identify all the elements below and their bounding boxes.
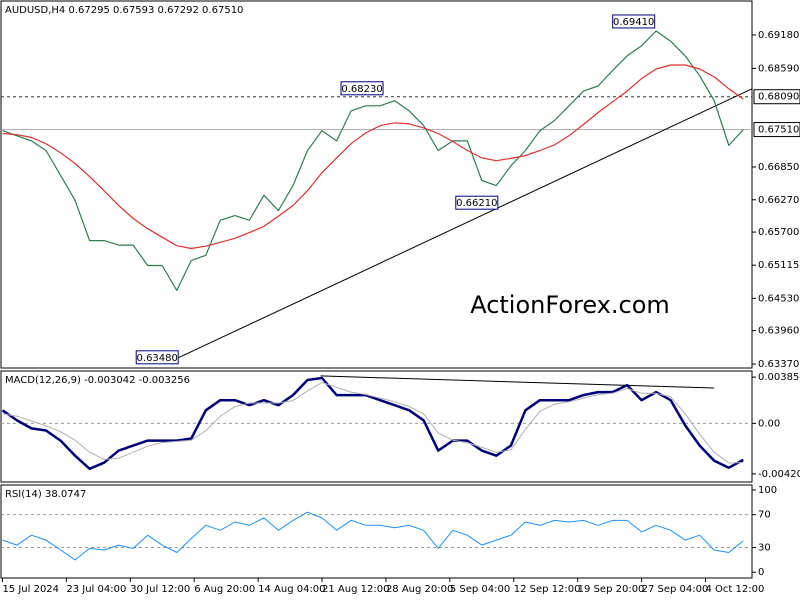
watermark: ActionForex.com bbox=[470, 291, 670, 319]
title-bg bbox=[2, 487, 95, 500]
panel-title: RSI(14) 38.0747 bbox=[5, 489, 86, 500]
y-tick-label: 0.003852 bbox=[758, 372, 800, 383]
y-tick-label: 70 bbox=[758, 510, 771, 521]
y-tick-label: 0 bbox=[758, 567, 764, 578]
y-tick-label: 0.63960 bbox=[758, 326, 799, 337]
y-tick-label: 0.68590 bbox=[758, 63, 799, 74]
y-tick-label: 0.65700 bbox=[758, 227, 799, 238]
panel-frame bbox=[0, 370, 753, 483]
x-tick-label: 14 Aug 04:00 bbox=[258, 584, 325, 595]
x-tick-label: 5 Sep 04:00 bbox=[450, 584, 510, 595]
x-tick-label: 23 Jul 04:00 bbox=[66, 584, 126, 595]
series-line bbox=[2, 64, 744, 250]
annotation-label: 0.63480 bbox=[137, 353, 178, 364]
y-tick-label: 30 bbox=[758, 543, 771, 554]
x-tick-label: 19 Sep 20:00 bbox=[578, 584, 645, 595]
y-tick-label: 0.65115 bbox=[758, 260, 799, 271]
trend-line bbox=[178, 88, 753, 359]
annotation-label: 0.69410 bbox=[613, 17, 654, 28]
x-tick-label: 28 Aug 20:00 bbox=[386, 584, 453, 595]
panel-frame bbox=[0, 484, 753, 579]
x-tick-label: 12 Sep 12:00 bbox=[514, 584, 581, 595]
series-line bbox=[2, 30, 744, 291]
y-tick-label: 0.00 bbox=[758, 418, 780, 429]
panel-title: AUDUSD,H4 0.67295 0.67593 0.67292 0.6751… bbox=[5, 5, 243, 16]
x-tick-label: 27 Sep 04:00 bbox=[642, 584, 709, 595]
price-label-box bbox=[753, 89, 800, 105]
annotation-box bbox=[340, 81, 384, 96]
series-line bbox=[2, 511, 744, 561]
x-tick-label: 15 Jul 2024 bbox=[2, 584, 59, 595]
panel-frame bbox=[0, 0, 753, 369]
y-tick-label: 100 bbox=[758, 485, 777, 496]
x-tick-label: 30 Jul 12:00 bbox=[130, 584, 190, 595]
title-bg bbox=[2, 373, 207, 386]
y-tick-label: 0.66270 bbox=[758, 195, 799, 206]
y-tick-label: 0.64530 bbox=[758, 293, 799, 304]
x-tick-label: 21 Aug 12:00 bbox=[322, 584, 389, 595]
y-tick-label: -0.004204 bbox=[758, 469, 800, 480]
annotation-label: 0.68230 bbox=[341, 84, 382, 95]
annotation-box bbox=[612, 14, 656, 29]
price-label: 0.67510 bbox=[758, 125, 799, 136]
title-bg bbox=[2, 3, 257, 16]
price-label: 0.68090 bbox=[758, 92, 799, 103]
series-line bbox=[2, 382, 744, 464]
annotation-box bbox=[455, 195, 499, 210]
y-tick-label: 0.69180 bbox=[758, 30, 799, 41]
annotation-box bbox=[135, 350, 179, 365]
annotation-label: 0.66210 bbox=[456, 198, 497, 209]
series-line bbox=[1, 376, 744, 471]
y-tick-label: 0.63370 bbox=[758, 359, 799, 370]
x-tick-label: 4 Oct 12:00 bbox=[706, 584, 765, 595]
panel-title: MACD(12,26,9) -0.003042 -0.003256 bbox=[5, 375, 190, 386]
trend-line bbox=[320, 375, 715, 389]
price-label-box bbox=[753, 122, 800, 138]
x-tick-label: 6 Aug 20:00 bbox=[194, 584, 255, 595]
y-tick-label: 0.66850 bbox=[758, 162, 799, 173]
